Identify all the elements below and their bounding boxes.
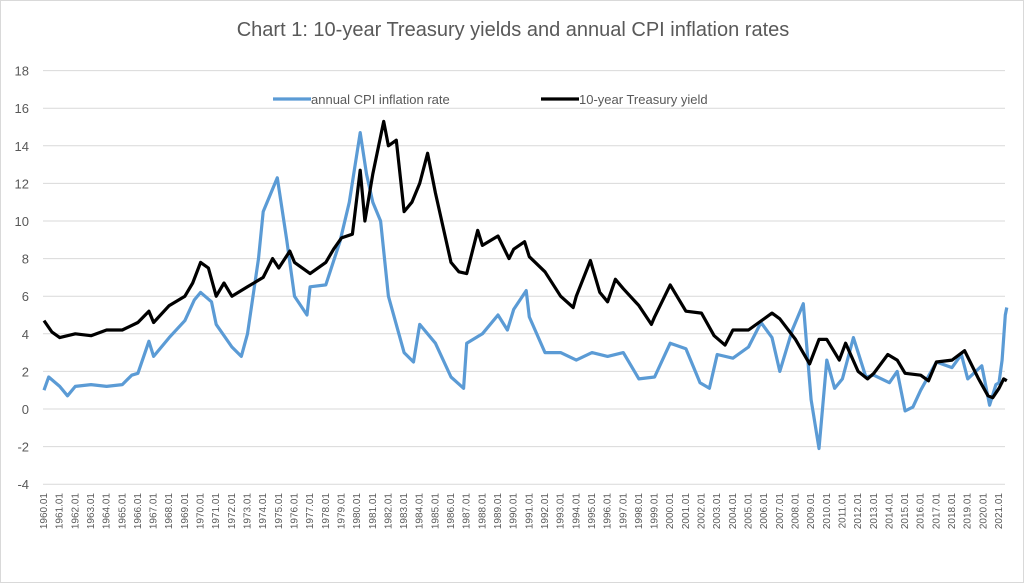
x-tick-label: 1996.01	[603, 493, 614, 530]
x-tick-label: 2008.01	[790, 493, 801, 530]
y-tick-label: 14	[15, 139, 29, 154]
x-tick-label: 2007.01	[775, 493, 786, 530]
x-tick-label: 1993.01	[556, 493, 567, 530]
x-tick-label: 1994.01	[571, 493, 582, 530]
x-tick-label: 1997.01	[618, 493, 629, 530]
x-tick-label: 1982.01	[383, 493, 394, 530]
x-tick-label: 1975.01	[274, 493, 285, 530]
y-tick-label: 16	[15, 101, 29, 116]
x-tick-label: 1977.01	[305, 493, 316, 530]
x-tick-label: 2021.01	[994, 493, 1005, 530]
x-tick-label: 2004.01	[728, 493, 739, 530]
x-tick-label: 1964.01	[102, 493, 113, 530]
y-tick-label: 10	[15, 214, 29, 229]
x-tick-label: 1967.01	[149, 493, 160, 530]
x-tick-label: 1960.01	[39, 493, 50, 530]
x-tick-label: 1984.01	[415, 493, 426, 530]
x-tick-label: 1963.01	[86, 493, 97, 530]
y-tick-label: 0	[22, 402, 29, 417]
x-tick-label: 1979.01	[336, 493, 347, 530]
x-tick-label: 2011.01	[837, 493, 848, 529]
x-tick-label: 2001.01	[681, 493, 692, 530]
x-tick-label: 2013.01	[869, 493, 880, 530]
x-tick-label: 2012.01	[853, 493, 864, 530]
x-tick-label: 2009.01	[806, 493, 817, 530]
x-tick-label: 1999.01	[650, 493, 661, 530]
y-tick-label: 18	[15, 64, 29, 79]
x-tick-label: 1972.01	[227, 493, 238, 530]
x-tick-label: 1995.01	[587, 493, 598, 530]
x-tick-label: 1992.01	[540, 493, 551, 530]
x-tick-label: 1968.01	[164, 493, 175, 530]
x-tick-label: 1981.01	[368, 493, 379, 530]
x-tick-label: 1965.01	[117, 493, 128, 530]
x-tick-label: 2017.01	[931, 493, 942, 530]
x-tick-label: 2018.01	[947, 493, 958, 530]
y-tick-label: 4	[22, 327, 29, 342]
x-tick-label: 2014.01	[884, 493, 895, 530]
x-tick-label: 2003.01	[712, 493, 723, 530]
x-tick-label: 1974.01	[258, 493, 269, 530]
x-tick-label: 1970.01	[196, 493, 207, 530]
x-tick-label: 1991.01	[524, 493, 535, 530]
legend-label: 10-year Treasury yield	[579, 92, 708, 107]
y-tick-label: 12	[15, 176, 29, 191]
series-line-1	[42, 119, 1008, 400]
x-tick-label: 2019.01	[963, 493, 974, 530]
x-tick-label: 1962.01	[70, 493, 81, 530]
x-tick-label: 2016.01	[916, 493, 927, 530]
x-tick-label: 1986.01	[446, 493, 457, 530]
x-tick-label: 2015.01	[900, 493, 911, 530]
x-tick-label: 1988.01	[477, 493, 488, 530]
chart-title: Chart 1: 10-year Treasury yields and ann…	[236, 19, 790, 41]
y-tick-label: -2	[17, 440, 29, 455]
x-tick-label: 1985.01	[430, 493, 441, 530]
x-tick-label: 1971.01	[211, 493, 222, 530]
x-tick-label: 1969.01	[180, 493, 191, 530]
series-line-0	[42, 131, 1009, 451]
x-tick-label: 1976.01	[289, 493, 300, 530]
x-tick-label: 1987.01	[462, 493, 473, 530]
y-tick-label: -4	[17, 477, 29, 492]
x-tick-label: 2000.01	[665, 493, 676, 530]
x-tick-label: 1980.01	[352, 493, 363, 530]
y-tick-label: 8	[22, 252, 29, 267]
y-tick-label: 2	[22, 364, 29, 379]
x-tick-label: 2005.01	[744, 493, 755, 530]
x-tick-label: 1989.01	[493, 493, 504, 530]
y-tick-label: 6	[22, 289, 29, 304]
x-tick-label: 2002.01	[697, 493, 708, 530]
x-tick-label: 1978.01	[321, 493, 332, 530]
x-tick-label: 2020.01	[978, 493, 989, 530]
x-tick-label: 1998.01	[634, 493, 645, 530]
x-tick-label: 1973.01	[243, 493, 254, 530]
x-tick-label: 2006.01	[759, 493, 770, 530]
x-tick-label: 1966.01	[133, 493, 144, 530]
x-tick-label: 1990.01	[509, 493, 520, 530]
x-tick-label: 1961.01	[55, 493, 66, 530]
x-tick-label: 1983.01	[399, 493, 410, 530]
x-tick-label: 2010.01	[822, 493, 833, 530]
legend-label: annual CPI inflation rate	[311, 92, 450, 107]
